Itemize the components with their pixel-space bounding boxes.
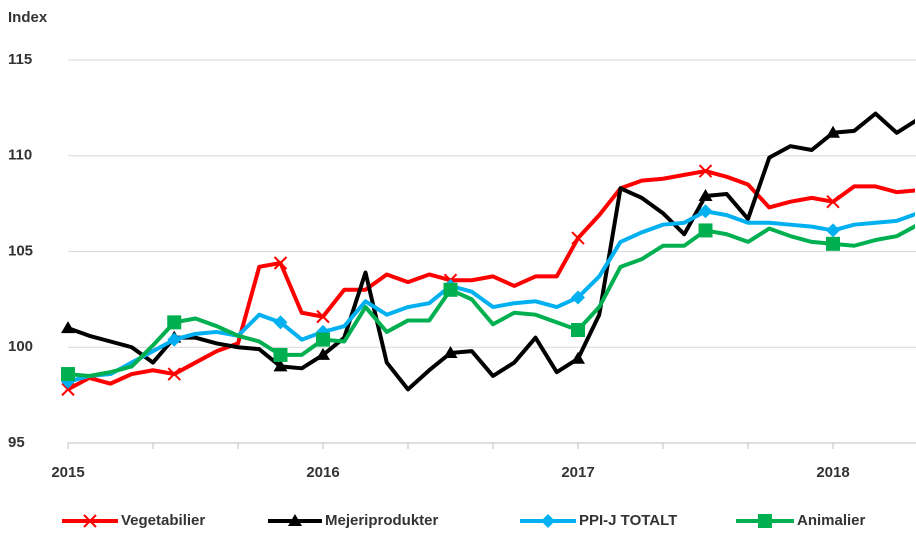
marker-stroke <box>826 195 840 209</box>
y-tick-label: 105 <box>8 242 33 259</box>
series-line <box>67 111 915 392</box>
marker-stroke <box>83 514 97 528</box>
point-marker <box>571 290 585 305</box>
point-marker <box>698 188 713 201</box>
marker-stroke <box>61 382 75 397</box>
legend-label: Mejeriprodukter <box>325 512 439 529</box>
x-tick-label: 2016 <box>306 464 339 481</box>
legend-label: Vegetabilier <box>121 512 205 529</box>
y-axis-label: Index <box>8 9 48 26</box>
x-tick-label: 2015 <box>51 464 84 481</box>
point-marker <box>316 332 330 347</box>
plot-area <box>61 111 915 397</box>
point-marker <box>826 236 840 251</box>
point-marker <box>316 309 330 324</box>
marker-stroke <box>316 309 330 324</box>
legend-marker <box>288 514 302 526</box>
point-marker <box>698 223 713 238</box>
point-marker <box>167 367 181 381</box>
point-marker <box>698 164 713 178</box>
legend-label: PPI-J TOTALT <box>579 512 677 529</box>
legend-marker <box>758 514 772 528</box>
point-marker <box>698 204 713 219</box>
point-marker <box>571 323 585 338</box>
point-marker <box>273 256 288 270</box>
point-marker <box>273 315 288 330</box>
y-tick-label: 95 <box>8 434 25 451</box>
point-marker <box>167 315 182 330</box>
point-marker <box>826 195 840 209</box>
point-marker <box>443 345 458 358</box>
point-marker <box>571 231 585 245</box>
point-marker <box>826 223 840 238</box>
x-tick-label: 2018 <box>816 464 849 481</box>
marker-stroke <box>571 231 585 245</box>
point-marker <box>61 367 75 382</box>
point-marker <box>316 347 330 360</box>
point-marker <box>443 282 458 297</box>
legend-label: Animalier <box>797 512 866 529</box>
point-marker <box>61 382 75 397</box>
series-line <box>67 169 915 392</box>
marker-stroke <box>273 256 288 270</box>
point-marker <box>273 347 288 362</box>
point-marker <box>571 351 585 364</box>
point-marker <box>61 321 75 334</box>
series-line <box>67 209 915 384</box>
x-tick-label: 2017 <box>561 464 594 481</box>
y-tick-label: 115 <box>8 51 32 68</box>
y-tick-label: 110 <box>8 147 32 164</box>
point-marker <box>273 359 288 372</box>
marker-stroke <box>698 164 713 178</box>
series-line <box>67 224 915 378</box>
legend-marker <box>83 514 97 528</box>
legend-marker <box>541 514 555 528</box>
y-tick-label: 100 <box>8 338 33 355</box>
point-marker <box>826 125 840 138</box>
point-marker <box>167 332 182 347</box>
marker-stroke <box>167 367 181 381</box>
